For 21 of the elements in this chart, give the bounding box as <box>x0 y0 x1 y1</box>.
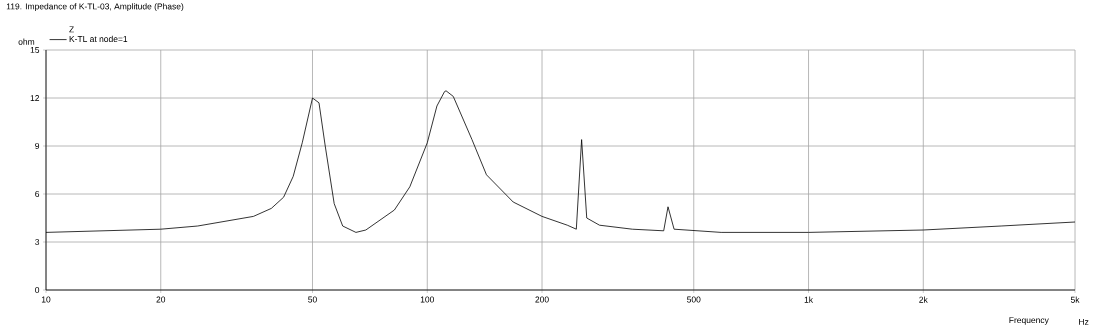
chart-title: 119. Impedance of K-TL-03, Amplitude (Phase) <box>6 3 184 12</box>
legend-label: K-TL at node=1 <box>69 35 128 42</box>
y-tick-label: 12 <box>30 95 40 101</box>
y-tick-label: 6 <box>35 191 40 197</box>
x-tick-label: 10 <box>41 296 51 303</box>
x-tick-label: 1k <box>804 296 814 303</box>
y-tick-label: 0 <box>35 287 40 293</box>
y-tick-label: 9 <box>35 143 40 149</box>
text: Hz <box>1079 318 1089 325</box>
y-tick-label: 15 <box>30 47 40 53</box>
x-tick-label: 2k <box>919 296 928 303</box>
x-tick-label: 200 <box>535 296 549 303</box>
y-axis-title: ohm <box>18 38 35 45</box>
x-tick-label: 5k <box>1070 296 1080 303</box>
legend-title: Z <box>69 26 74 33</box>
y-tick-label: 3 <box>35 239 40 245</box>
x-tick-label: 500 <box>687 296 701 303</box>
x-tick-label: 100 <box>420 296 434 303</box>
x-tick-label: 50 <box>308 296 317 303</box>
x-tick-label: 20 <box>156 296 166 303</box>
x-axis-title: Frequency <box>1009 317 1049 325</box>
